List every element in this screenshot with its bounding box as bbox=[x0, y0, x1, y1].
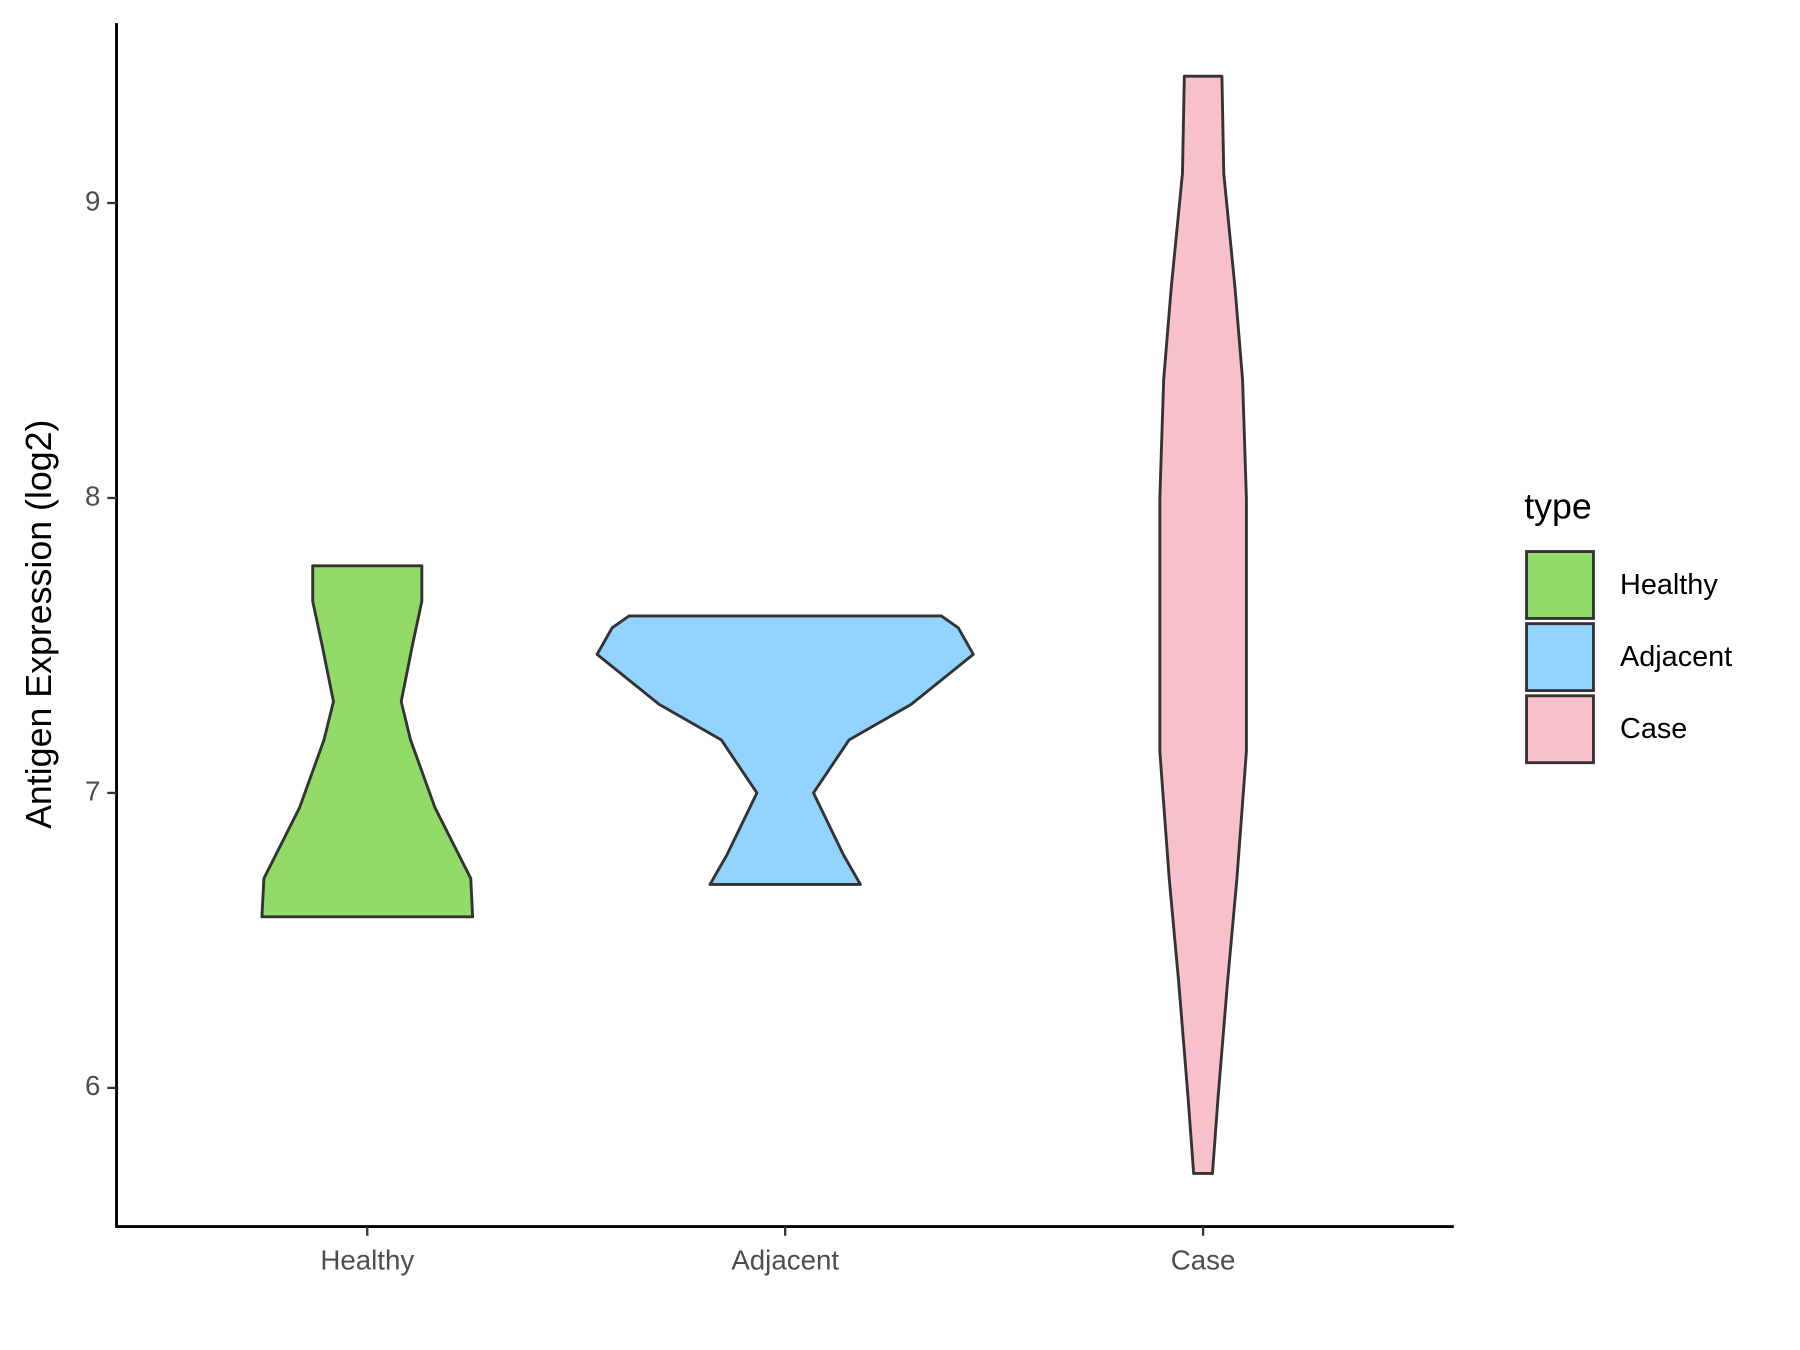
y-tick-label: 8 bbox=[85, 480, 100, 511]
y-tick-label: 9 bbox=[85, 185, 100, 216]
y-tick-label: 7 bbox=[85, 775, 100, 806]
violin bbox=[1158, 74, 1248, 1175]
legend-key bbox=[1525, 694, 1595, 765]
x-tick-label: Case bbox=[1171, 1245, 1236, 1276]
legend-key bbox=[1525, 550, 1595, 620]
legend-title: type bbox=[1524, 486, 1592, 526]
x-tick-label: Healthy bbox=[320, 1245, 414, 1276]
legend-key bbox=[1525, 622, 1595, 693]
violin bbox=[260, 564, 475, 919]
legend-label: Adjacent bbox=[1620, 641, 1732, 673]
y-tick-label: 6 bbox=[85, 1070, 100, 1101]
violin bbox=[595, 614, 975, 886]
x-tick-label: Adjacent bbox=[731, 1245, 839, 1276]
legend-label: Case bbox=[1620, 713, 1687, 745]
legend-label: Healthy bbox=[1620, 569, 1718, 601]
y-axis-title: Antigen Expression (log2) bbox=[19, 420, 59, 829]
